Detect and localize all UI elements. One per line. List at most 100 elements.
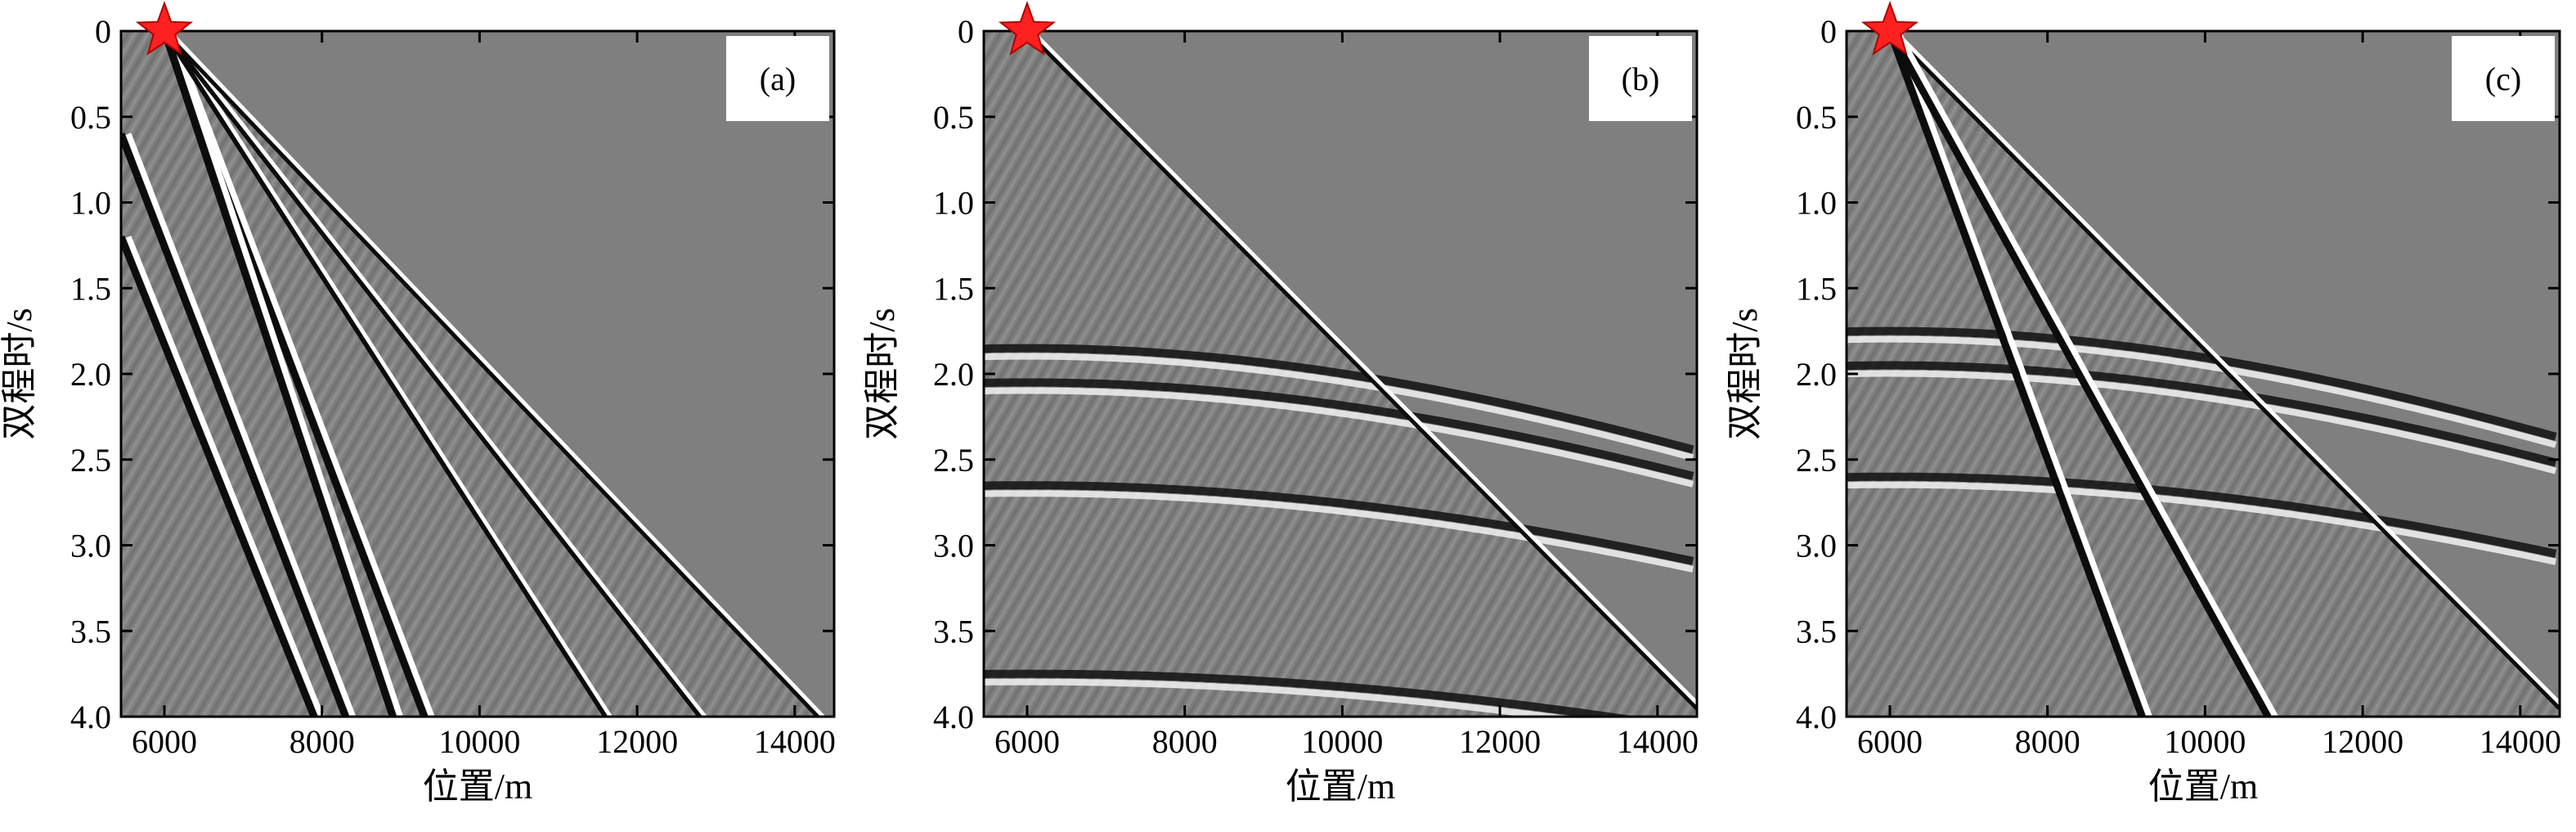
reflection-event-trough-1 xyxy=(1847,335,2557,448)
y-tick-label: 2.5 xyxy=(933,442,974,479)
refracted-event-7 xyxy=(162,31,820,717)
x-tick-label: 10000 xyxy=(2164,723,2246,760)
refracted-event-peak-6 xyxy=(168,31,707,717)
x-tick-label: 6000 xyxy=(1857,723,1923,760)
y-tick-label: 3.5 xyxy=(1796,613,1837,650)
x-tick-label: 12000 xyxy=(1459,723,1541,760)
y-axis-title: 双程时/s xyxy=(1725,308,1765,439)
reflection-event-trough-1 xyxy=(984,353,1694,461)
y-tick-label: 0 xyxy=(958,13,974,50)
y-tick-label: 3.5 xyxy=(933,613,974,650)
y-tick-label: 1.0 xyxy=(70,185,111,222)
source-star-icon xyxy=(135,1,194,56)
y-tick-label: 4.0 xyxy=(933,699,974,735)
y-tick-label: 2.0 xyxy=(70,356,111,393)
first-break-event-peak-1 xyxy=(1030,31,1697,706)
reflection-event-trough-2 xyxy=(1847,370,2557,474)
panel-tag-box xyxy=(726,36,829,121)
wavefield xyxy=(121,31,834,717)
y-tick-label: 4.0 xyxy=(70,699,111,735)
source-star-icon xyxy=(998,1,1057,56)
panel-a: 6000 8000 10000 12000 14000 0 0.5 1.0 1.5 2.0 2.5 3… xyxy=(0,1,836,807)
direct-event-peak-3 xyxy=(1894,31,2278,717)
reflection-event-trough-4 xyxy=(984,678,1574,717)
y-tick-label: 0.5 xyxy=(933,99,974,136)
direct-event-peak-3 xyxy=(125,236,325,717)
direct-event-4 xyxy=(121,133,349,717)
y-tick-label: 2.5 xyxy=(1796,442,1837,479)
y-tick-label: 0 xyxy=(95,13,111,50)
panel-tag-box xyxy=(1589,36,1692,121)
panel-tag: (b) xyxy=(1622,61,1660,97)
wavefield xyxy=(984,31,1697,717)
refracted-event-peak-7 xyxy=(168,31,825,717)
y-tick-label: 1.5 xyxy=(1796,270,1837,307)
y-tick-label: 1.5 xyxy=(933,270,974,307)
x-tick-label: 6000 xyxy=(994,723,1060,760)
y-tick-label: 0.5 xyxy=(70,99,111,136)
direct-event-peak-1 xyxy=(168,31,435,717)
reflection-event-3 xyxy=(984,481,1694,565)
x-tick-label: 12000 xyxy=(2322,723,2403,760)
source-star-icon xyxy=(1860,1,1919,56)
panel-tag-box xyxy=(2452,36,2555,121)
x-tick-label: 6000 xyxy=(132,723,197,760)
y-tick-label: 0 xyxy=(1820,13,1837,50)
panel-c: 6000 8000 10000 12000 14000 0 0.5 1.0 1.5 2.0 2.5 3… xyxy=(1725,1,2561,807)
direct-event-peak-4 xyxy=(125,133,356,717)
x-axis-title: 位置/m xyxy=(2148,767,2258,807)
direct-event-3 xyxy=(121,235,318,717)
direct-event-peak-2 xyxy=(1894,31,2152,717)
refracted-event-peak-5 xyxy=(167,31,613,717)
first-break-event-1 xyxy=(1887,31,2560,710)
y-tick-label: 3.0 xyxy=(933,528,974,564)
reflection-event-2 xyxy=(1847,361,2557,467)
panel-tag: (a) xyxy=(760,61,796,97)
reflection-event-2 xyxy=(984,378,1694,480)
y-tick-label: 1.0 xyxy=(933,185,974,222)
x-tick-label: 8000 xyxy=(289,723,355,760)
y-tick-label: 3.0 xyxy=(1796,528,1837,564)
panel-b: 6000 8000 10000 12000 14000 0 0.5 1.0 1.5 2.0 2.5 3… xyxy=(862,1,1699,807)
wavefield xyxy=(1847,31,2560,717)
reflection-event-1 xyxy=(984,344,1694,454)
y-axis-title: 双程时/s xyxy=(862,308,902,439)
reflection-event-4 xyxy=(984,669,1637,717)
first-break-event-1 xyxy=(1025,31,1697,710)
first-break-event-peak-1 xyxy=(1893,31,2560,706)
y-tick-label: 0.5 xyxy=(1796,99,1837,136)
x-tick-label: 8000 xyxy=(1152,723,1218,760)
reflection-event-3 xyxy=(1847,472,2557,558)
y-tick-label: 1.5 xyxy=(70,270,111,307)
reflection-event-1 xyxy=(1847,326,2557,441)
y-tick-label: 2.0 xyxy=(1796,356,1837,393)
x-tick-label: 14000 xyxy=(754,723,836,760)
x-axis-title: 位置/m xyxy=(1286,767,1395,807)
panel-tag: (c) xyxy=(2485,61,2521,97)
reflection-event-trough-2 xyxy=(984,387,1694,488)
y-tick-label: 3.5 xyxy=(70,613,111,650)
y-tick-label: 2.0 xyxy=(933,356,974,393)
direct-event-2 xyxy=(160,31,397,717)
refracted-event-5 xyxy=(162,31,608,717)
direct-event-3 xyxy=(1887,31,2272,717)
y-tick-label: 4.0 xyxy=(1796,699,1837,735)
noise-texture xyxy=(1847,31,2560,717)
x-tick-label: 10000 xyxy=(1301,723,1383,760)
direct-event-2 xyxy=(1886,31,2146,717)
x-axis-title: 位置/m xyxy=(423,767,532,807)
x-tick-label: 14000 xyxy=(2480,723,2561,760)
y-tick-label: 1.0 xyxy=(1796,185,1837,222)
x-tick-label: 12000 xyxy=(596,723,678,760)
y-tick-label: 2.5 xyxy=(70,442,111,479)
y-tick-label: 3.0 xyxy=(70,528,111,564)
direct-event-peak-2 xyxy=(168,31,403,717)
y-axis-title: 双程时/s xyxy=(0,308,39,439)
x-tick-label: 14000 xyxy=(1617,723,1699,760)
reflection-event-trough-3 xyxy=(984,490,1694,573)
reflection-event-trough-3 xyxy=(1847,481,2557,565)
x-tick-label: 8000 xyxy=(2015,723,2080,760)
x-tick-label: 10000 xyxy=(438,723,520,760)
refracted-event-6 xyxy=(162,31,702,717)
